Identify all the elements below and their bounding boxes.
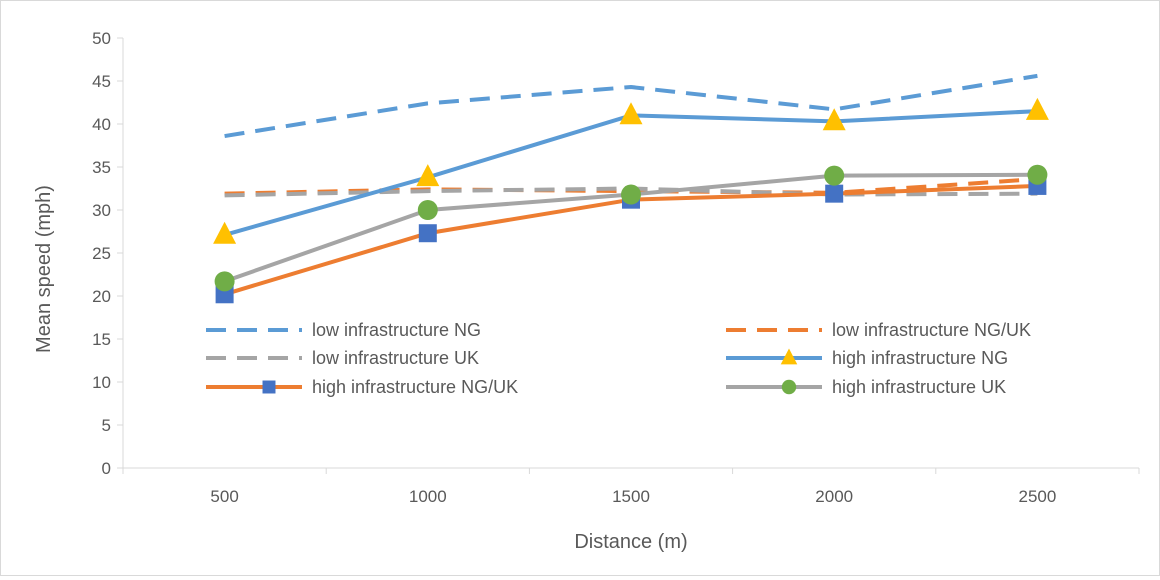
legend-label: high infrastructure UK <box>832 377 1006 397</box>
y-tick-label: 25 <box>92 244 111 263</box>
y-tick-label: 0 <box>102 459 111 478</box>
y-tick-label: 30 <box>92 201 111 220</box>
y-tick-label: 20 <box>92 287 111 306</box>
circle-marker <box>417 200 438 220</box>
triangle-marker <box>416 164 440 187</box>
markers-high-infrastructure-uk <box>214 164 1048 292</box>
triangle-marker <box>822 108 846 131</box>
x-tick-label: 2000 <box>815 487 853 506</box>
legend-item-low-infrastructure-uk: low infrastructure UK <box>206 348 479 368</box>
series-low-infrastructure-ng <box>224 73 1038 139</box>
square-marker <box>262 380 276 394</box>
triangle-marker <box>1025 97 1049 120</box>
x-tick-label: 500 <box>210 487 238 506</box>
y-tick-label: 50 <box>92 29 111 48</box>
x-tick-label: 1500 <box>612 487 650 506</box>
y-axis-title: Mean speed (mph) <box>33 185 55 353</box>
legend-item-high-infrastructure-ng: high infrastructure NG <box>726 348 1008 368</box>
y-tick-label: 10 <box>92 373 111 392</box>
legend-label: high infrastructure NG <box>832 348 1008 368</box>
axes: 0 5 10 15 20 25 30 35 40 45 50 500 1000 1500 2000 2500 <box>92 29 1140 506</box>
triangle-marker <box>619 102 643 125</box>
legend-item-low-infrastructure-ng: low infrastructure NG <box>206 320 481 340</box>
y-tick-label: 45 <box>92 72 111 91</box>
legend-item-low-infrastructure-ng-uk: low infrastructure NG/UK <box>726 320 1031 340</box>
x-axis-title: Distance (m) <box>574 531 687 553</box>
series-layer <box>213 73 1049 304</box>
circle-marker <box>824 165 845 186</box>
legend-item-high-infrastructure-ng-uk: high infrastructure NG/UK <box>206 377 518 397</box>
circle-marker <box>1027 164 1048 185</box>
triangle-marker <box>780 348 798 365</box>
y-tick-label: 35 <box>92 158 111 177</box>
y-tick-label: 5 <box>102 416 111 435</box>
triangle-marker <box>213 221 237 244</box>
legend: low infrastructure NG low infrastructure … <box>206 320 1031 397</box>
circle-marker <box>214 271 235 292</box>
y-tick-label: 40 <box>92 115 111 134</box>
legend-label: low infrastructure UK <box>312 348 479 368</box>
x-tick-label: 2500 <box>1018 487 1056 506</box>
legend-item-high-infrastructure-uk: high infrastructure UK <box>726 377 1006 397</box>
circle-marker <box>781 379 797 395</box>
square-marker <box>418 224 437 243</box>
markers-high-infrastructure-ng <box>213 97 1049 244</box>
x-tick-label: 1000 <box>409 487 447 506</box>
legend-label: low infrastructure NG/UK <box>832 320 1031 340</box>
series-high-infrastructure-ng <box>224 109 1038 237</box>
square-marker <box>825 184 844 203</box>
legend-label: low infrastructure NG <box>312 320 481 340</box>
legend-label: high infrastructure NG/UK <box>312 377 518 397</box>
series-line <box>224 109 1038 237</box>
y-tick-label: 15 <box>92 330 111 349</box>
series-line <box>224 73 1038 139</box>
circle-marker <box>621 184 641 205</box>
